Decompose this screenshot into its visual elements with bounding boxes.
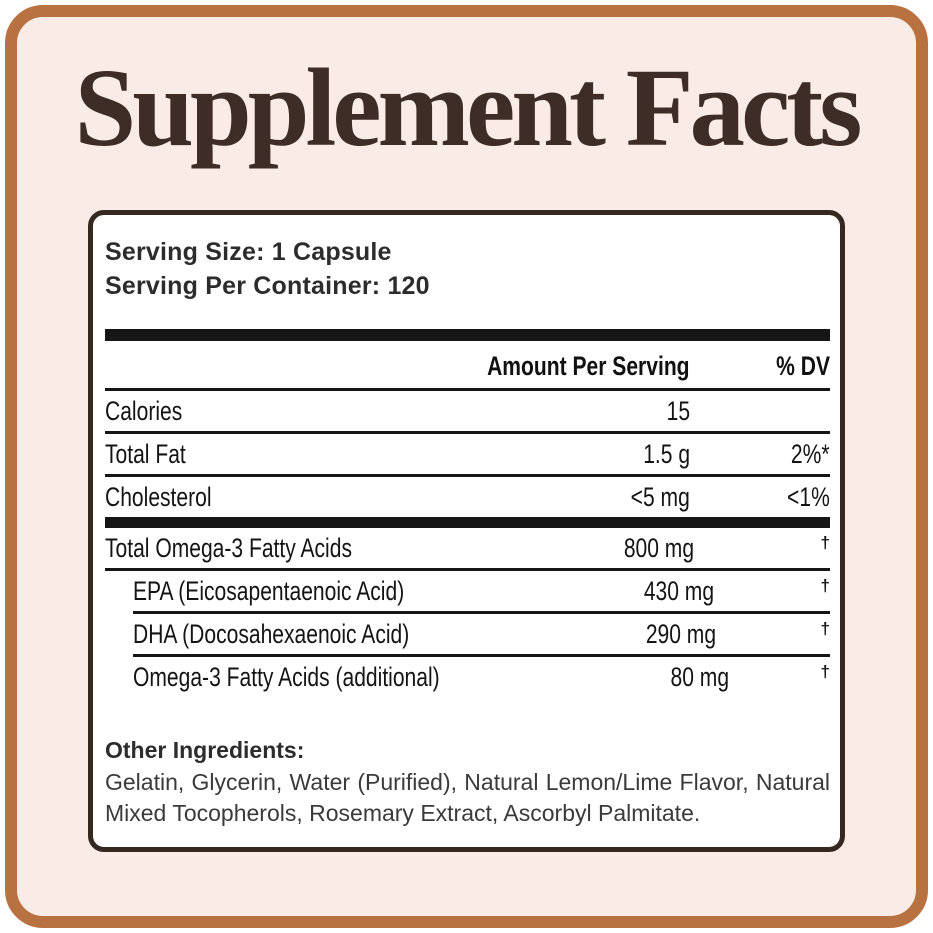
table-row-cholesterol: Cholesterol <5 mg <1%: [105, 477, 830, 517]
nutrient-dv: [690, 396, 830, 427]
table-row-calories: Calories 15: [105, 391, 830, 431]
nutrient-amount: 290 mg: [487, 618, 716, 650]
table-row-epa: EPA (Eicosapentaenoic Acid) 430 mg †: [105, 571, 830, 611]
nutrient-amount: <5 mg: [410, 482, 690, 513]
nutrient-dv: †: [729, 662, 830, 693]
page-title: Supplement Facts: [74, 47, 863, 170]
header-dv-cell: % DV: [690, 351, 830, 382]
serving-per-container-line: Serving Per Container: 120: [105, 272, 430, 300]
nutrient-amount-text: 1.5 g: [643, 438, 690, 469]
nutrient-dv: <1%: [690, 482, 830, 513]
supplement-facts-panel: Serving Size: 1 Capsule Serving Per Cont…: [88, 210, 845, 852]
nutrient-amount: 430 mg: [481, 575, 714, 607]
header-amount-cell: Amount Per Serving: [410, 351, 690, 382]
nutrient-dv: 2%*: [690, 439, 830, 470]
outer-frame: Supplement Facts Serving Size: 1 Capsule…: [5, 5, 928, 928]
nutrient-amount-text: 80 mg: [670, 661, 729, 692]
divider-thick-middle: [105, 517, 830, 528]
table-row-dha: DHA (Docosahexaenoic Acid) 290 mg †: [105, 614, 830, 654]
nutrient-name-text: Omega-3 Fatty Acids (additional): [133, 661, 440, 692]
nutrient-amount-text: 15: [666, 395, 690, 426]
nutrient-amount-text: 290 mg: [645, 618, 716, 649]
nutrient-dv-text: 2%*: [791, 438, 830, 469]
table-header-row: Amount Per Serving % DV: [105, 341, 830, 388]
row-separator-indented: [133, 611, 830, 614]
table-row-total-omega3: Total Omega-3 Fatty Acids 800 mg †: [105, 528, 830, 568]
other-ingredients-text: Gelatin, Glycerin, Water (Purified), Nat…: [105, 769, 830, 826]
nutrient-amount: 80 mg: [526, 662, 729, 693]
row-separator: [105, 568, 830, 571]
nutrient-amount-text: <5 mg: [630, 481, 690, 512]
dagger-symbol: †: [820, 661, 830, 681]
nutrient-dv: †: [714, 576, 830, 607]
dagger-symbol: †: [820, 575, 830, 595]
dv-header: % DV: [776, 351, 830, 381]
nutrient-name-text: DHA (Docosahexaenoic Acid): [133, 618, 410, 649]
nutrient-amount-text: 430 mg: [643, 575, 714, 606]
nutrient-amount: 1.5 g: [410, 439, 690, 470]
row-separator: [105, 388, 830, 391]
nutrient-name: Total Omega-3 Fatty Acids: [105, 533, 422, 564]
nutrient-dv: †: [694, 533, 830, 564]
nutrient-amount: 15: [410, 396, 690, 427]
nutrient-name: Total Fat: [105, 439, 410, 470]
amount-per-serving-header: Amount Per Serving: [487, 351, 690, 381]
table-row-omega3-additional: Omega-3 Fatty Acids (additional) 80 mg †: [105, 657, 830, 697]
nutrient-name: EPA (Eicosapentaenoic Acid): [105, 576, 481, 607]
nutrient-name-text: Total Omega-3 Fatty Acids: [105, 532, 352, 563]
nutrient-dv-text: <1%: [787, 481, 830, 512]
dagger-symbol: †: [820, 618, 830, 638]
nutrient-name-text: Cholesterol: [105, 481, 212, 512]
nutrient-name: Omega-3 Fatty Acids (additional): [105, 662, 526, 693]
nutrient-name: Calories: [105, 396, 410, 427]
nutrient-name-text: Calories: [105, 395, 183, 426]
nutrient-name-text: Total Fat: [105, 438, 186, 469]
table-row-total-fat: Total Fat 1.5 g 2%*: [105, 434, 830, 474]
row-separator-indented: [133, 654, 830, 657]
nutrient-name: DHA (Docosahexaenoic Acid): [105, 619, 487, 650]
divider-thick-top: [105, 329, 830, 341]
nutrient-name: Cholesterol: [105, 482, 410, 513]
other-ingredients-section: Other Ingredients: Gelatin, Glycerin, Wa…: [105, 735, 830, 829]
nutrient-amount-text: 800 mg: [623, 532, 694, 563]
dagger-symbol: †: [820, 532, 830, 552]
nutrient-amount: 800 mg: [422, 533, 694, 564]
nutrient-name-text: EPA (Eicosapentaenoic Acid): [133, 575, 405, 606]
row-separator: [105, 474, 830, 477]
other-ingredients-label: Other Ingredients:: [105, 737, 305, 763]
nutrient-dv: †: [716, 619, 830, 650]
row-separator: [105, 431, 830, 434]
serving-size-line: Serving Size: 1 Capsule: [105, 238, 392, 266]
